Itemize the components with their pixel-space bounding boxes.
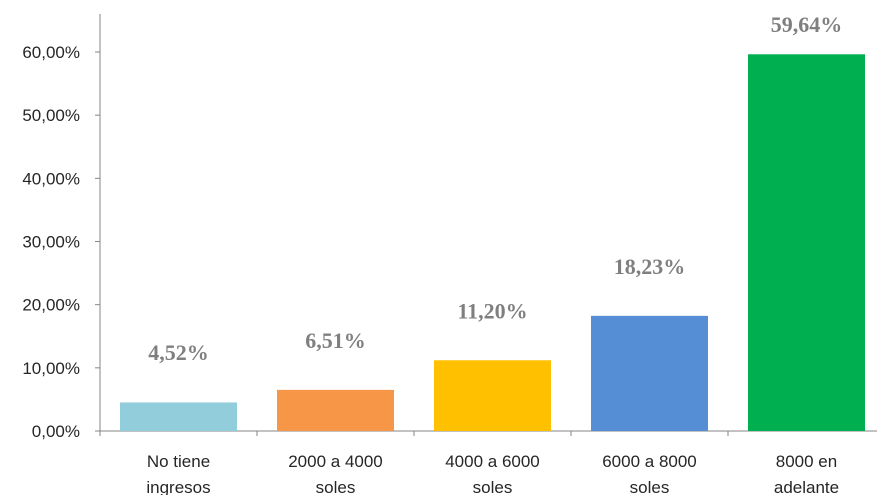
data-label: 18,23% bbox=[614, 254, 686, 279]
y-tick-label: 30,00% bbox=[22, 233, 80, 252]
bar bbox=[277, 389, 394, 431]
x-category-label: adelante bbox=[774, 478, 839, 495]
bar bbox=[434, 360, 551, 431]
chart-data-labels: 4,52% 6,51% 11,20% 18,23% 59,64% bbox=[148, 12, 842, 365]
bar bbox=[120, 402, 237, 431]
x-category-label: ingresos bbox=[146, 478, 210, 495]
y-tick-label: 0,00% bbox=[32, 422, 80, 441]
y-tick-label: 60,00% bbox=[22, 43, 80, 62]
data-label: 59,64% bbox=[771, 12, 843, 37]
x-category-label: soles bbox=[630, 478, 670, 495]
x-category-label: No tiene bbox=[147, 452, 210, 471]
x-category-label: soles bbox=[316, 478, 356, 495]
x-category-label: 6000 a 8000 bbox=[602, 452, 697, 471]
chart-category-labels: No tiene ingresos 2000 a 4000 soles 4000 a 6… bbox=[146, 452, 839, 495]
bar bbox=[591, 315, 708, 431]
data-label: 11,20% bbox=[457, 298, 527, 323]
chart-bars bbox=[120, 54, 865, 432]
chart-axes: 0,00% 10,00% 20,00% 30,00% 40,00% 50,00% 60,00… bbox=[22, 14, 877, 441]
y-tick-label: 50,00% bbox=[22, 106, 80, 125]
x-category-label: soles bbox=[473, 478, 513, 495]
x-category-label: 8000 en bbox=[776, 452, 837, 471]
x-category-label: 2000 a 4000 bbox=[288, 452, 383, 471]
y-tick-label: 20,00% bbox=[22, 296, 80, 315]
bar bbox=[748, 54, 865, 432]
y-tick-label: 10,00% bbox=[22, 359, 80, 378]
data-label: 4,52% bbox=[148, 340, 209, 365]
data-label: 6,51% bbox=[305, 328, 366, 353]
x-category-label: 4000 a 6000 bbox=[445, 452, 540, 471]
y-tick-label: 40,00% bbox=[22, 169, 80, 188]
